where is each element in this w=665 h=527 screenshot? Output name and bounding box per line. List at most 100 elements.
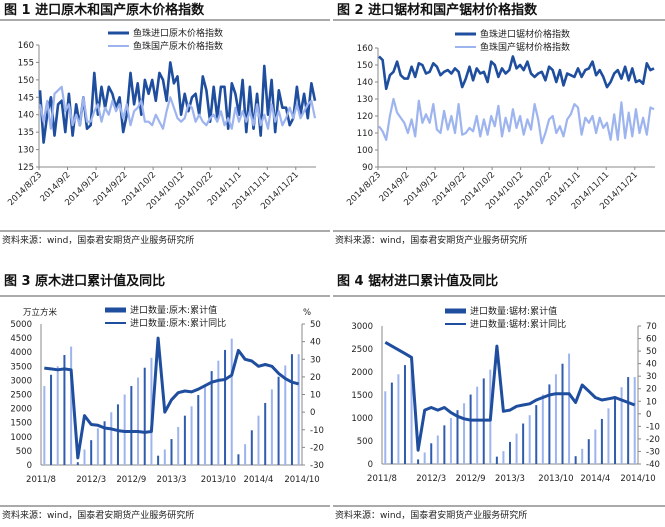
bar [90, 440, 93, 465]
y-tick-label: 140 [18, 111, 34, 121]
bar [250, 430, 253, 465]
left-y-tick-label: 1500 [10, 419, 32, 429]
plot-area: 0 500 1000 1500 2000 2500 3000 -40 -30 -20 -10 0 10 2… [351, 322, 660, 484]
right-y-tick-label: 10 [310, 391, 321, 401]
bar [600, 418, 603, 464]
bar [143, 367, 146, 465]
x-tick-label: 2014/10 [284, 475, 319, 485]
left-y-tick-label: 4000 [10, 348, 32, 358]
bar [177, 426, 180, 465]
bar [443, 425, 446, 464]
bar [469, 394, 472, 464]
y-tick-label: 90 [362, 163, 373, 173]
bar [561, 363, 564, 464]
right-y-tick-label: 50 [646, 347, 657, 357]
left-y-tick-label: 0 [368, 460, 373, 470]
legend-label: 进口数量:锯材:累计同比 [470, 318, 566, 330]
plot-area: 0500100015002000250030003500400045005000… [10, 307, 324, 485]
bar [436, 435, 439, 464]
legend-label: 鱼珠进口原木价格指数 [133, 27, 223, 39]
left-y-tick-label: 1500 [351, 391, 373, 401]
y-tick-label: 125 [18, 163, 34, 173]
bar [633, 377, 636, 464]
bar [509, 441, 511, 464]
series-line-1 [378, 55, 655, 91]
bar [183, 415, 186, 465]
right-y-tick-label: 70 [646, 322, 657, 332]
bar [203, 384, 206, 465]
left-y-tick-label: 2500 [351, 345, 373, 355]
bar [430, 443, 433, 464]
right-y-tick-label: 0 [646, 410, 651, 420]
bar [587, 439, 590, 464]
legend-label: 进口数量:原木:累计值 [130, 304, 217, 316]
right-y-tick-label: -40 [646, 460, 660, 470]
bar [614, 397, 617, 464]
bar [170, 439, 173, 465]
x-tick-label: 2014/10 [620, 474, 655, 484]
right-y-tick-label: 30 [646, 372, 657, 382]
bar [76, 462, 79, 465]
x-tick-label: 2014/8/23 [345, 170, 383, 208]
series-line-2 [378, 97, 655, 145]
right-y-tick-label: 40 [310, 338, 321, 348]
bar [594, 429, 597, 464]
chart-1: 图 1 进口原木和国产原木价格指数资料来源：wind，国泰君安期货产业服务研究所… [0, 2, 330, 246]
bar [123, 394, 126, 465]
left-y-tick-label: 500 [16, 447, 32, 457]
x-tick-label: 2014/4 [580, 474, 610, 484]
x-tick-label: 2013/10 [538, 474, 573, 484]
legend-label: 鱼珠国产原木价格指数 [133, 40, 223, 52]
source-note: 资料来源：wind，国泰君安期货产业服务研究所 [335, 234, 527, 246]
bar [163, 449, 166, 465]
left-y-tick-label: 2500 [10, 391, 32, 401]
source-note: 资料来源：wind，国泰君安期货产业服务研究所 [2, 234, 194, 246]
bar [103, 421, 106, 465]
bar [210, 371, 213, 465]
bar [290, 354, 293, 465]
x-tick-label: 2012/3 [416, 474, 446, 484]
right-y-tick-label: 40 [646, 360, 657, 370]
bar [70, 346, 73, 465]
right-y-tick-label: 0 [310, 408, 315, 418]
yoy-line [384, 341, 636, 452]
right-y-tick-label: 60 [646, 335, 657, 345]
y-tick-label: 100 [357, 146, 373, 156]
chart-title: 图 4 锯材进口累计值及同比 [337, 273, 498, 289]
series-line-2 [38, 85, 317, 130]
x-tick-label: 2013/3 [157, 475, 187, 485]
bar [397, 374, 400, 464]
y-tick-label: 130 [18, 146, 34, 156]
bar [270, 389, 273, 465]
bar [627, 377, 630, 464]
y-tick-label: 160 [357, 44, 373, 54]
right-axis-unit: % [303, 308, 311, 318]
right-y-tick-label: 50 [310, 320, 321, 330]
left-y-tick-label: 4500 [10, 334, 32, 344]
bar [130, 386, 133, 465]
bar [528, 415, 531, 464]
y-tick-label: 145 [18, 93, 34, 103]
bar [284, 365, 287, 465]
bar [116, 404, 119, 465]
y-tick-label: 110 [357, 129, 373, 139]
bar [522, 423, 525, 464]
bar [548, 384, 551, 464]
y-tick-label: 120 [357, 112, 373, 122]
bar [403, 365, 406, 464]
chart-2: 图 2 进口锯材和国产锯材价格指数资料来源：wind，国泰君安期货产业服务研究所… [333, 2, 665, 246]
bar [568, 353, 571, 464]
bar [83, 449, 86, 465]
chart-title: 图 3 原木进口累计值及同比 [4, 273, 165, 289]
x-tick-label: 2013/3 [495, 474, 525, 484]
bar [63, 355, 66, 465]
y-tick-label: 150 [18, 76, 34, 86]
yoy-line [44, 336, 300, 460]
x-tick-label: 2013/10 [201, 475, 236, 485]
legend-label: 鱼珠国产锯材价格指数 [480, 41, 570, 53]
bar [230, 338, 233, 465]
bar [157, 455, 160, 465]
bar [56, 366, 59, 465]
